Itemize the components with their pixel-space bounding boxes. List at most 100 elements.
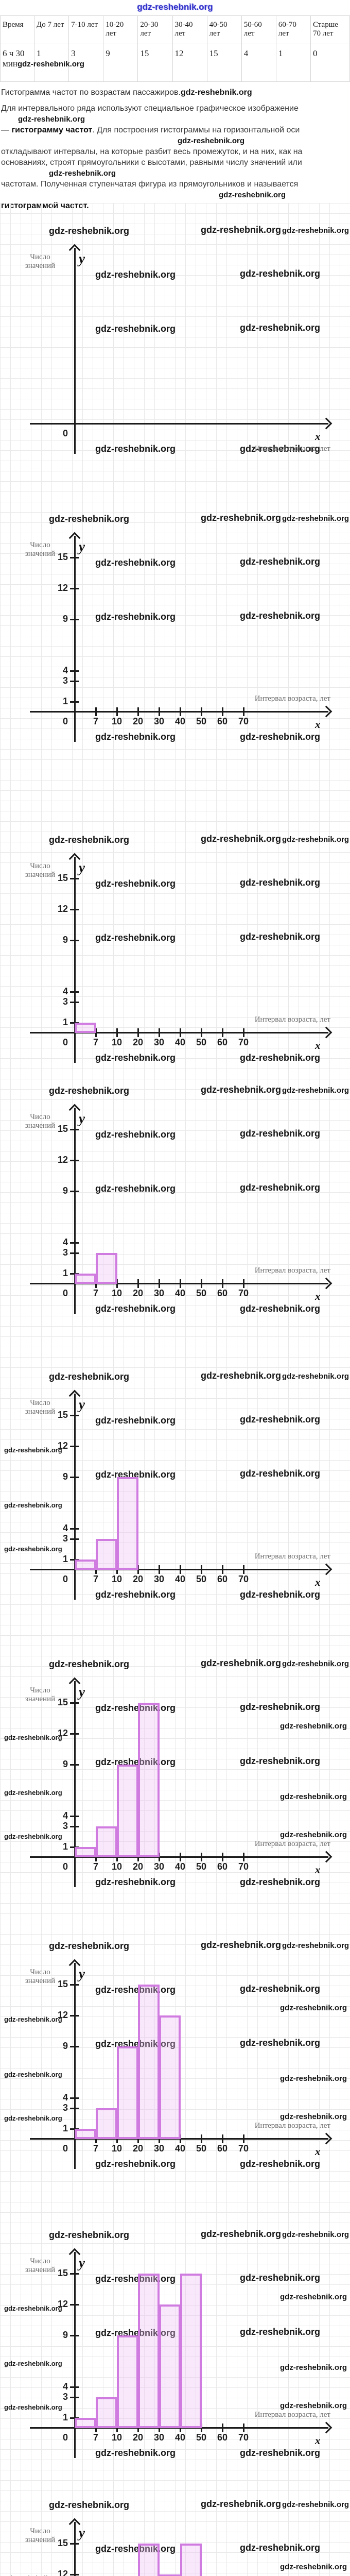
y-tick <box>70 1846 79 1848</box>
y-tick-label: 4 <box>62 986 68 996</box>
watermark: gdz-reshebnik.org <box>4 2360 62 2367</box>
watermark: gdz-reshebnik.org <box>280 2004 347 2012</box>
x-tick <box>243 1028 244 1037</box>
y-axis-name: y <box>79 539 85 554</box>
watermark: gdz-reshebnik.org <box>49 1659 130 1669</box>
x-tick-label: 30 <box>153 2143 165 2154</box>
bar-20-30 <box>138 1985 160 2139</box>
y-axis-line <box>74 536 76 742</box>
watermark: gdz-reshebnik.org <box>95 2328 176 2338</box>
y-tick-label: 4 <box>62 1523 68 1533</box>
paragraph-line: — гистограмму частот. Для построения гис… <box>1 125 350 135</box>
x-tick-label: 7 <box>93 716 98 726</box>
histogram-step-3: gdz-reshebnik.org gdz-reshebnik.org gdz-re… <box>0 832 350 1110</box>
watermark: gdz-reshebnik.org <box>95 933 176 943</box>
y-axis-line <box>74 2252 76 2458</box>
y-tick-label: 1 <box>62 1841 68 1852</box>
table-data-cell-3: 9 <box>103 43 138 82</box>
origin-label: 0 <box>62 2432 68 2443</box>
bar-10-20 <box>117 1477 138 1570</box>
bar-20-30 <box>138 2544 160 2576</box>
y-axis-title: Число значений <box>25 541 56 558</box>
watermark: gdz-reshebnik.org <box>240 1702 321 1712</box>
table-caption: Гистограмма частот по возрастам пассажир… <box>1 88 350 97</box>
y-tick-label: 15 <box>57 2268 68 2278</box>
origin-label: 0 <box>62 2143 68 2154</box>
bar-7-10 <box>96 1539 117 1570</box>
x-tick-label: 30 <box>153 2432 165 2443</box>
watermark: gdz-reshebnik.org <box>240 2448 321 2458</box>
x-axis-line <box>30 711 328 713</box>
watermark: gdz-reshebnik.org <box>95 1757 176 1767</box>
x-tick-label: 20 <box>132 716 144 726</box>
y-tick-label: 1 <box>62 2412 68 2422</box>
watermark: gdz-reshebnik.org <box>282 1086 349 1095</box>
paragraph-line: основаниях, строят прямоугольники с высо… <box>1 158 302 167</box>
watermark: gdz-reshebnik.org <box>240 268 321 279</box>
watermark: gdz-reshebnik.org <box>240 1468 321 1479</box>
x-tick-label: 40 <box>174 1037 186 1047</box>
table-header-cell-8: 60-70 лет <box>275 15 311 43</box>
y-tick <box>70 1826 79 1827</box>
x-tick <box>243 1279 244 1288</box>
watermark: gdz-reshebnik.org <box>219 191 286 199</box>
x-tick-label: 50 <box>196 716 207 726</box>
x-tick-label: 60 <box>217 716 228 726</box>
x-axis-title: Интервал возраста, лет <box>254 1015 330 1024</box>
watermark: gdz-reshebnik.org <box>95 324 176 334</box>
origin-label: 0 <box>62 1037 68 1047</box>
x-axis-name: x <box>315 1290 321 1302</box>
y-axis-line <box>74 1963 76 2169</box>
y-axis-title: Число значений <box>25 862 56 879</box>
x-axis-arrow-icon <box>320 705 332 718</box>
x-tick <box>201 1565 202 1574</box>
y-tick <box>70 619 79 620</box>
watermark: gdz-reshebnik.org <box>4 1734 62 1741</box>
watermark: gdz-reshebnik.org <box>240 2038 321 2048</box>
watermark: gdz-reshebnik.org <box>240 444 321 454</box>
watermark: gdz-reshebnik.org <box>201 225 282 235</box>
y-tick-label: 3 <box>62 996 68 1007</box>
watermark: gdz-reshebnik.org <box>49 514 130 524</box>
y-tick-label: 1 <box>62 1554 68 1564</box>
y-tick <box>70 2108 79 2109</box>
bar-10-20 <box>117 2335 138 2428</box>
watermark: gdz-reshebnik.org <box>49 1086 130 1096</box>
histogram-step-2: gdz-reshebnik.org gdz-reshebnik.org gdz-re… <box>0 511 350 789</box>
table-header-cell-6: 40-50 лет <box>206 15 242 43</box>
dash: — <box>1 126 12 134</box>
y-axis-line <box>74 1681 76 1887</box>
x-tick <box>222 1279 223 1288</box>
x-tick <box>222 2424 223 2432</box>
y-tick <box>70 670 79 672</box>
watermark: gdz-reshebnik.org <box>282 2230 349 2239</box>
watermark: gdz-reshebnik.org <box>4 1833 62 1840</box>
y-tick <box>70 1446 79 1447</box>
y-tick-label: 15 <box>57 1697 68 1707</box>
y-tick-label: 3 <box>62 1247 68 1258</box>
y-tick <box>70 2543 79 2545</box>
watermark: gdz-reshebnik.org <box>240 931 321 942</box>
y-tick <box>70 1733 79 1735</box>
x-tick <box>201 1279 202 1288</box>
watermark: gdz-reshebnik.org <box>4 2114 62 2122</box>
x-tick <box>201 707 202 716</box>
watermark: gdz-reshebnik.org <box>95 1877 176 1887</box>
watermark: gdz-reshebnik.org <box>201 2499 282 2509</box>
x-axis-line <box>30 423 328 425</box>
watermark: gdz-reshebnik.org <box>17 60 84 69</box>
watermark: gdz-reshebnik.org <box>240 1756 321 1766</box>
table-data-cell-1: 1 <box>33 43 69 82</box>
y-tick <box>70 588 79 589</box>
histogram-step-1: gdz-reshebnik.org gdz-reshebnik.org gdz-re… <box>0 223 350 501</box>
table-data-row: 6 ч 30 минgdz-reshebnik.org 1 3 9 15 12 15 4 1 0 <box>0 43 350 82</box>
y-tick-label: 15 <box>57 873 68 883</box>
watermark: gdz-reshebnik.org <box>280 2074 347 2083</box>
watermark: gdz-reshebnik.org <box>201 1658 282 1668</box>
watermark: gdz-reshebnik.org <box>49 169 116 178</box>
watermark: gdz-reshebnik.org <box>201 1370 282 1381</box>
bar-7-10 <box>96 1253 117 1284</box>
x-tick-label: 60 <box>217 1288 228 1298</box>
x-tick-label: 30 <box>153 1861 165 1872</box>
